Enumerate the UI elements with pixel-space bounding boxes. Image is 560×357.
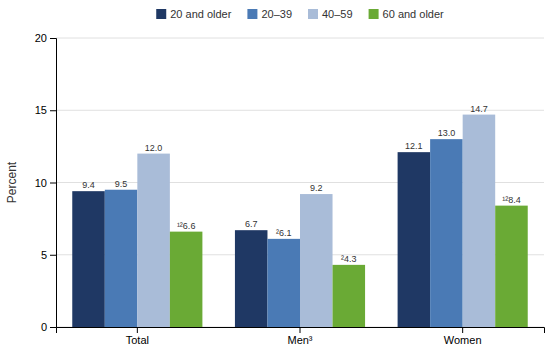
bar xyxy=(463,115,496,327)
data-labels: 9.4 6.7 12.1 9.5 ²6.1 13.0 12.0 9.2 14.7 ¹²6.6 ²4.… xyxy=(82,104,520,264)
tick-mark xyxy=(137,327,138,333)
bar xyxy=(267,239,300,327)
bar xyxy=(430,139,463,327)
axis-line xyxy=(57,328,545,334)
legend-swatch xyxy=(247,9,257,19)
data-label: 6.7 xyxy=(245,219,258,229)
bar xyxy=(398,152,431,327)
x-axis: Total Men³ Women xyxy=(57,327,545,346)
tick-mark xyxy=(300,327,301,333)
bar xyxy=(72,191,105,327)
tick-label: Men³ xyxy=(287,334,312,346)
axis-title: Percent xyxy=(5,161,19,203)
tick-label: 0 xyxy=(41,321,47,333)
legend-label: 40–59 xyxy=(322,8,353,20)
bar xyxy=(495,206,528,327)
legend-item: 40–59 xyxy=(308,8,353,20)
legend-label: 20–39 xyxy=(261,8,292,20)
legend-item: 20 and older xyxy=(156,8,231,20)
tick: 10 xyxy=(35,177,56,189)
data-label: 12.0 xyxy=(145,143,163,153)
tick-mark xyxy=(50,38,56,39)
bar xyxy=(300,194,333,327)
data-label: ²4.3 xyxy=(341,254,357,264)
legend-label: 20 and older xyxy=(170,8,231,20)
tick-label: 5 xyxy=(41,249,47,261)
legend-swatch xyxy=(369,9,379,19)
tick-label: 10 xyxy=(35,177,47,189)
tick: 15 xyxy=(35,104,56,116)
tick: Men³ xyxy=(287,327,312,346)
data-label: 13.0 xyxy=(438,128,456,138)
data-label: ²6.1 xyxy=(276,228,292,238)
legend-swatch xyxy=(308,9,318,19)
tick-label: 15 xyxy=(35,104,47,116)
legend: 20 and older 20–39 40–59 60 and older xyxy=(156,8,444,20)
legend-swatch xyxy=(156,9,166,19)
bar xyxy=(170,232,203,327)
bar xyxy=(137,154,170,327)
data-label: 9.5 xyxy=(115,179,128,189)
grid xyxy=(56,38,544,327)
data-label: ¹²6.6 xyxy=(177,221,196,231)
y-axis: 0 5 10 15 20 xyxy=(35,32,57,333)
tick-mark xyxy=(50,327,56,328)
tick: 20 xyxy=(35,32,56,44)
tick: Total xyxy=(126,327,149,346)
bar xyxy=(235,230,268,327)
tick-mark xyxy=(50,183,56,184)
tick-mark xyxy=(50,255,56,256)
legend-label: 60 and older xyxy=(383,8,444,20)
tick-label: Women xyxy=(444,334,482,346)
tick-mark xyxy=(462,327,463,333)
bars xyxy=(72,115,527,327)
legend-item: 60 and older xyxy=(369,8,444,20)
tick-label: 20 xyxy=(35,32,47,44)
data-label: ¹²8.4 xyxy=(502,195,521,205)
bar xyxy=(333,265,366,327)
legend-item: 20–39 xyxy=(247,8,292,20)
bar xyxy=(105,190,138,327)
grid-line xyxy=(56,38,544,39)
data-label: 9.4 xyxy=(82,180,95,190)
data-label: 9.2 xyxy=(310,183,323,193)
tick: 5 xyxy=(41,249,56,261)
plot: 05101520PercentTotalMen³Women9.46.712.19… xyxy=(5,32,545,346)
tick-mark xyxy=(50,110,56,111)
data-label: 14.7 xyxy=(470,104,488,114)
chart: 05101520PercentTotalMen³Women9.46.712.19… xyxy=(0,0,560,357)
axis-line xyxy=(50,39,57,328)
data-label: 12.1 xyxy=(405,141,423,151)
tick: 0 xyxy=(41,321,56,333)
tick: Women xyxy=(444,327,482,346)
tick-label: Total xyxy=(126,334,149,346)
